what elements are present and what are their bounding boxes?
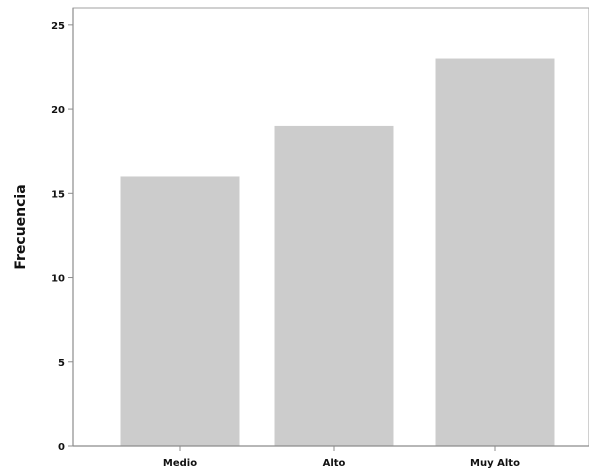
x-tick-label: Medio [163, 458, 197, 469]
x-ticks: Medio Alto Muy Alto [163, 446, 520, 469]
bar-muy-alto [435, 58, 555, 447]
bar-alto [274, 125, 394, 446]
y-tick-label: 25 [51, 21, 65, 32]
y-axis-title: Frecuencia [13, 184, 29, 269]
x-tick-label: Muy Alto [470, 458, 520, 469]
bar-medio [120, 176, 240, 446]
y-tick-label: 10 [51, 274, 65, 285]
y-tick-label: 0 [58, 442, 65, 453]
y-tick-label: 15 [51, 189, 65, 200]
y-tick-label: 20 [51, 105, 65, 116]
bars [120, 58, 555, 447]
x-tick-label: Alto [323, 458, 346, 469]
y-tick-label: 5 [58, 358, 65, 369]
y-ticks: 0 5 10 15 20 25 [51, 21, 73, 453]
